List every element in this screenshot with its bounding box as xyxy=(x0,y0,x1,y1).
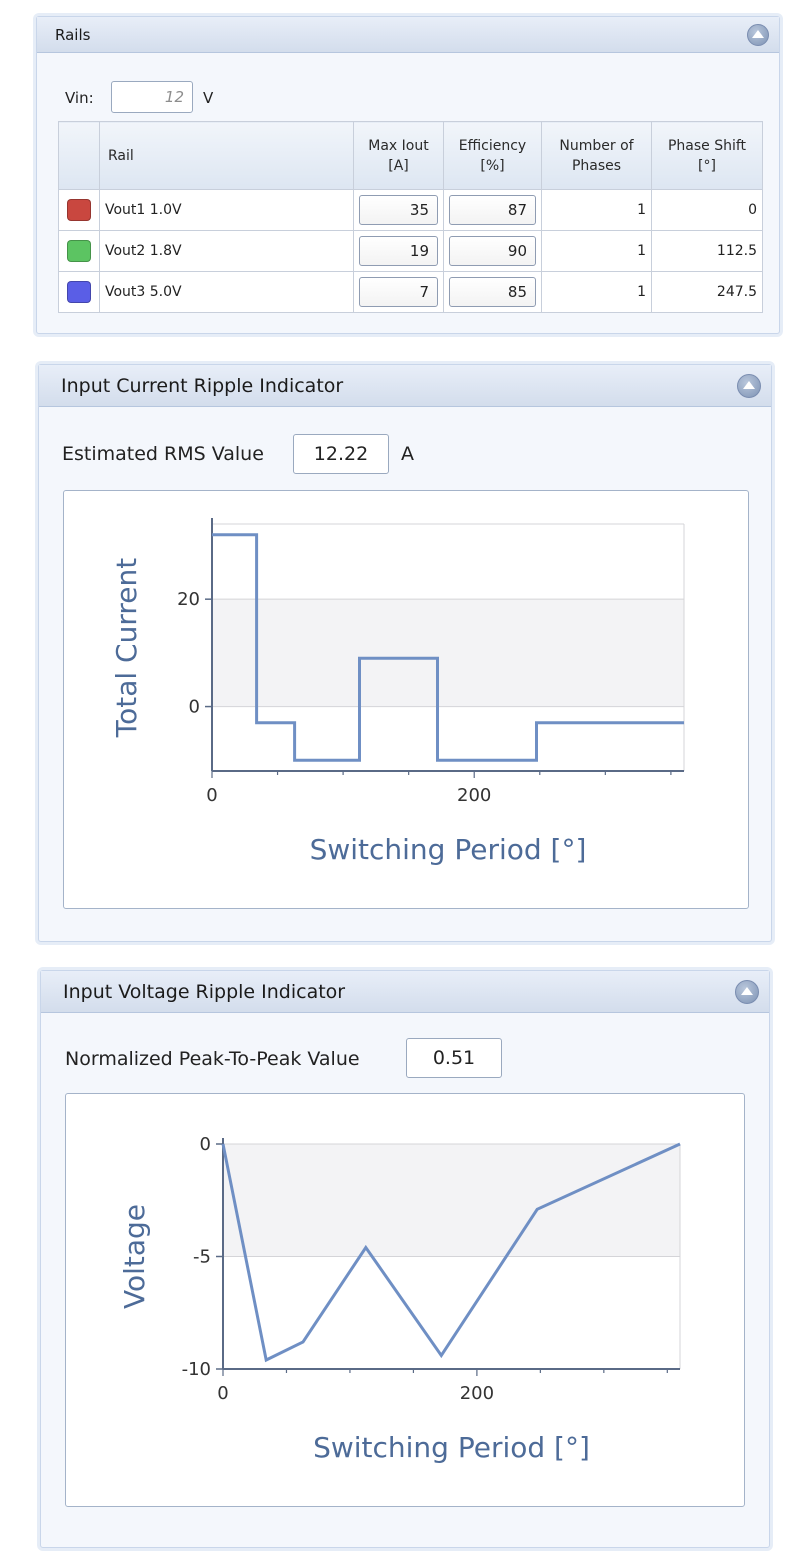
efficiency-cell: 85 xyxy=(443,271,542,313)
column-header-phase-shift-text: Phase Shift [°] xyxy=(667,137,747,174)
current-chart-frame: 0 20 0 200 Switching Period [°] Total Current xyxy=(63,490,749,909)
rail-color-cell xyxy=(58,230,100,272)
phase-shift-value: 0 xyxy=(651,189,763,231)
column-header-color xyxy=(58,121,100,190)
column-header-efficiency-text: Efficiency [%] xyxy=(458,137,527,174)
rail-color-cell xyxy=(58,189,100,231)
x-tick-label: 200 xyxy=(460,1383,494,1404)
x-tick-label: 0 xyxy=(217,1383,228,1404)
y-tick-label: 0 xyxy=(189,697,200,718)
vin-value: 12 xyxy=(164,88,184,106)
vin-label: Vin: xyxy=(65,89,94,107)
max-iout-cell: 19 xyxy=(353,230,444,272)
vin-unit: V xyxy=(203,89,214,107)
rails-table-header-row: Rail Max Iout [A] Efficiency [%] Number … xyxy=(58,121,763,190)
efficiency-input[interactable]: 87 xyxy=(449,195,536,225)
max-iout-input[interactable]: 19 xyxy=(359,236,438,266)
table-row[interactable]: Vout3 5.0V 7 85 1 247.5 xyxy=(58,271,763,313)
p2p-label: Normalized Peak-To-Peak Value xyxy=(65,1048,360,1070)
vin-input[interactable]: 12 xyxy=(111,81,193,113)
rail-color-swatch[interactable] xyxy=(67,199,91,221)
voltage-chart-frame: 0 -5 -10 0 200 Switching Period [°] Voltage xyxy=(65,1093,745,1507)
x-axis-label: Switching Period [°] xyxy=(313,1431,590,1464)
efficiency-input[interactable]: 85 xyxy=(449,277,536,307)
x-tick-label: 0 xyxy=(206,785,217,806)
current-ripple-panel-header[interactable]: Input Current Ripple Indicator xyxy=(39,365,771,407)
column-header-max-iout-text: Max Iout [A] xyxy=(368,137,429,174)
voltage-ripple-panel: Input Voltage Ripple Indicator Normalize… xyxy=(40,970,770,1548)
max-iout-input[interactable]: 35 xyxy=(359,195,438,225)
y-axis-label: Total Current xyxy=(110,558,143,738)
voltage-ripple-panel-header[interactable]: Input Voltage Ripple Indicator xyxy=(41,971,769,1013)
phase-shift-value: 247.5 xyxy=(651,271,763,313)
rail-color-swatch[interactable] xyxy=(67,281,91,303)
phases-value: 1 xyxy=(541,230,652,272)
collapse-icon[interactable] xyxy=(735,979,759,1004)
column-header-rail[interactable]: Rail xyxy=(99,121,354,190)
max-iout-cell: 35 xyxy=(353,189,444,231)
efficiency-cell: 90 xyxy=(443,230,542,272)
rail-name: Vout3 5.0V xyxy=(99,271,354,313)
efficiency-cell: 87 xyxy=(443,189,542,231)
series-line xyxy=(221,1142,681,1363)
y-tick-label: -5 xyxy=(193,1247,211,1268)
efficiency-input[interactable]: 90 xyxy=(449,236,536,266)
column-header-phases[interactable]: Number of Phases xyxy=(541,121,652,190)
plot-shading xyxy=(212,599,684,707)
rails-table: Rail Max Iout [A] Efficiency [%] Number … xyxy=(58,121,763,313)
table-row[interactable]: Vout2 1.8V 19 90 1 112.5 xyxy=(58,230,763,272)
voltage-ripple-chart: 0 -5 -10 0 200 Switching Period [°] Voltage xyxy=(118,1134,681,1464)
rails-panel: Rails Vin: 12 V Rail Max Iout [A] Effici… xyxy=(36,16,780,334)
rails-panel-title: Rails xyxy=(55,25,91,44)
rail-name: Vout1 1.0V xyxy=(99,189,354,231)
rms-value-field: 12.22 xyxy=(293,434,389,474)
p2p-value-field: 0.51 xyxy=(406,1038,502,1078)
x-tick-label: 200 xyxy=(457,785,491,806)
max-iout-input[interactable]: 7 xyxy=(359,277,438,307)
column-header-phases-text: Number of Phases xyxy=(559,137,634,174)
series-line xyxy=(212,533,684,762)
p2p-value: 0.51 xyxy=(432,1047,476,1069)
x-axis-label: Switching Period [°] xyxy=(310,833,587,866)
column-header-max-iout[interactable]: Max Iout [A] xyxy=(353,121,444,190)
rms-label: Estimated RMS Value xyxy=(62,443,264,465)
phases-value: 1 xyxy=(541,271,652,313)
phase-shift-value: 112.5 xyxy=(651,230,763,272)
max-iout-cell: 7 xyxy=(353,271,444,313)
rail-color-swatch[interactable] xyxy=(67,240,91,262)
y-tick-label: 20 xyxy=(177,589,200,610)
plot-shading xyxy=(223,1144,680,1257)
collapse-icon[interactable] xyxy=(737,373,761,398)
current-ripple-panel-title: Input Current Ripple Indicator xyxy=(61,374,344,397)
rail-color-cell xyxy=(58,271,100,313)
rails-panel-header[interactable]: Rails xyxy=(37,17,779,53)
rms-value: 12.22 xyxy=(313,443,369,465)
column-header-efficiency[interactable]: Efficiency [%] xyxy=(443,121,542,190)
y-axis-label: Voltage xyxy=(118,1204,151,1309)
collapse-icon[interactable] xyxy=(747,23,769,46)
y-tick-label: -10 xyxy=(182,1359,211,1380)
table-row[interactable]: Vout1 1.0V 35 87 1 0 xyxy=(58,189,763,231)
rms-unit: A xyxy=(401,443,414,465)
column-header-phase-shift[interactable]: Phase Shift [°] xyxy=(651,121,763,190)
phases-value: 1 xyxy=(541,189,652,231)
y-tick-label: 0 xyxy=(200,1134,211,1155)
rail-name: Vout2 1.8V xyxy=(99,230,354,272)
current-ripple-panel: Input Current Ripple Indicator Estimated… xyxy=(38,364,772,942)
voltage-ripple-panel-title: Input Voltage Ripple Indicator xyxy=(63,980,346,1003)
